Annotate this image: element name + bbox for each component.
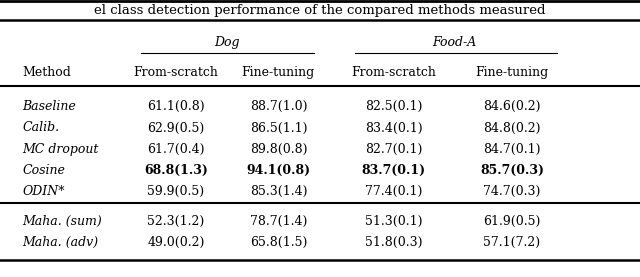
Text: Food-A: Food-A bbox=[432, 37, 477, 49]
Text: 49.0(0.2): 49.0(0.2) bbox=[147, 236, 205, 249]
Text: Method: Method bbox=[22, 66, 71, 78]
Text: MC dropout: MC dropout bbox=[22, 143, 99, 155]
Text: Fine-tuning: Fine-tuning bbox=[242, 66, 315, 78]
Text: Cosine: Cosine bbox=[22, 164, 65, 176]
Text: 82.7(0.1): 82.7(0.1) bbox=[365, 143, 422, 155]
Text: 83.7(0.1): 83.7(0.1) bbox=[362, 164, 426, 176]
Text: 86.5(1.1): 86.5(1.1) bbox=[250, 122, 307, 134]
Text: 61.9(0.5): 61.9(0.5) bbox=[483, 215, 541, 228]
Text: ODIN*: ODIN* bbox=[22, 185, 65, 198]
Text: 51.3(0.1): 51.3(0.1) bbox=[365, 215, 422, 228]
Text: Fine-tuning: Fine-tuning bbox=[476, 66, 548, 78]
Text: 89.8(0.8): 89.8(0.8) bbox=[250, 143, 307, 155]
Text: 52.3(1.2): 52.3(1.2) bbox=[147, 215, 205, 228]
Text: 85.7(0.3): 85.7(0.3) bbox=[480, 164, 544, 176]
Text: 59.9(0.5): 59.9(0.5) bbox=[147, 185, 205, 198]
Text: Maha. (sum): Maha. (sum) bbox=[22, 215, 102, 228]
Text: 74.7(0.3): 74.7(0.3) bbox=[483, 185, 541, 198]
Text: 62.9(0.5): 62.9(0.5) bbox=[147, 122, 205, 134]
Text: 94.1(0.8): 94.1(0.8) bbox=[246, 164, 310, 176]
Text: Maha. (adv): Maha. (adv) bbox=[22, 236, 99, 249]
Text: 61.1(0.8): 61.1(0.8) bbox=[147, 101, 205, 113]
Text: el class detection performance of the compared methods measured: el class detection performance of the co… bbox=[94, 4, 546, 17]
Text: Dog: Dog bbox=[214, 37, 240, 49]
Text: 84.7(0.1): 84.7(0.1) bbox=[483, 143, 541, 155]
Text: 57.1(7.2): 57.1(7.2) bbox=[483, 236, 541, 249]
Text: Calib.: Calib. bbox=[22, 122, 60, 134]
Text: 82.5(0.1): 82.5(0.1) bbox=[365, 101, 422, 113]
Text: Baseline: Baseline bbox=[22, 101, 76, 113]
Text: 83.4(0.1): 83.4(0.1) bbox=[365, 122, 422, 134]
Text: From-scratch: From-scratch bbox=[351, 66, 436, 78]
Text: 84.8(0.2): 84.8(0.2) bbox=[483, 122, 541, 134]
Text: From-scratch: From-scratch bbox=[134, 66, 218, 78]
Text: 88.7(1.0): 88.7(1.0) bbox=[250, 101, 307, 113]
Text: 84.6(0.2): 84.6(0.2) bbox=[483, 101, 541, 113]
Text: 51.8(0.3): 51.8(0.3) bbox=[365, 236, 422, 249]
Text: 65.8(1.5): 65.8(1.5) bbox=[250, 236, 307, 249]
Text: 85.3(1.4): 85.3(1.4) bbox=[250, 185, 307, 198]
Text: 78.7(1.4): 78.7(1.4) bbox=[250, 215, 307, 228]
Text: 68.8(1.3): 68.8(1.3) bbox=[144, 164, 208, 176]
Text: 61.7(0.4): 61.7(0.4) bbox=[147, 143, 205, 155]
Text: 77.4(0.1): 77.4(0.1) bbox=[365, 185, 422, 198]
